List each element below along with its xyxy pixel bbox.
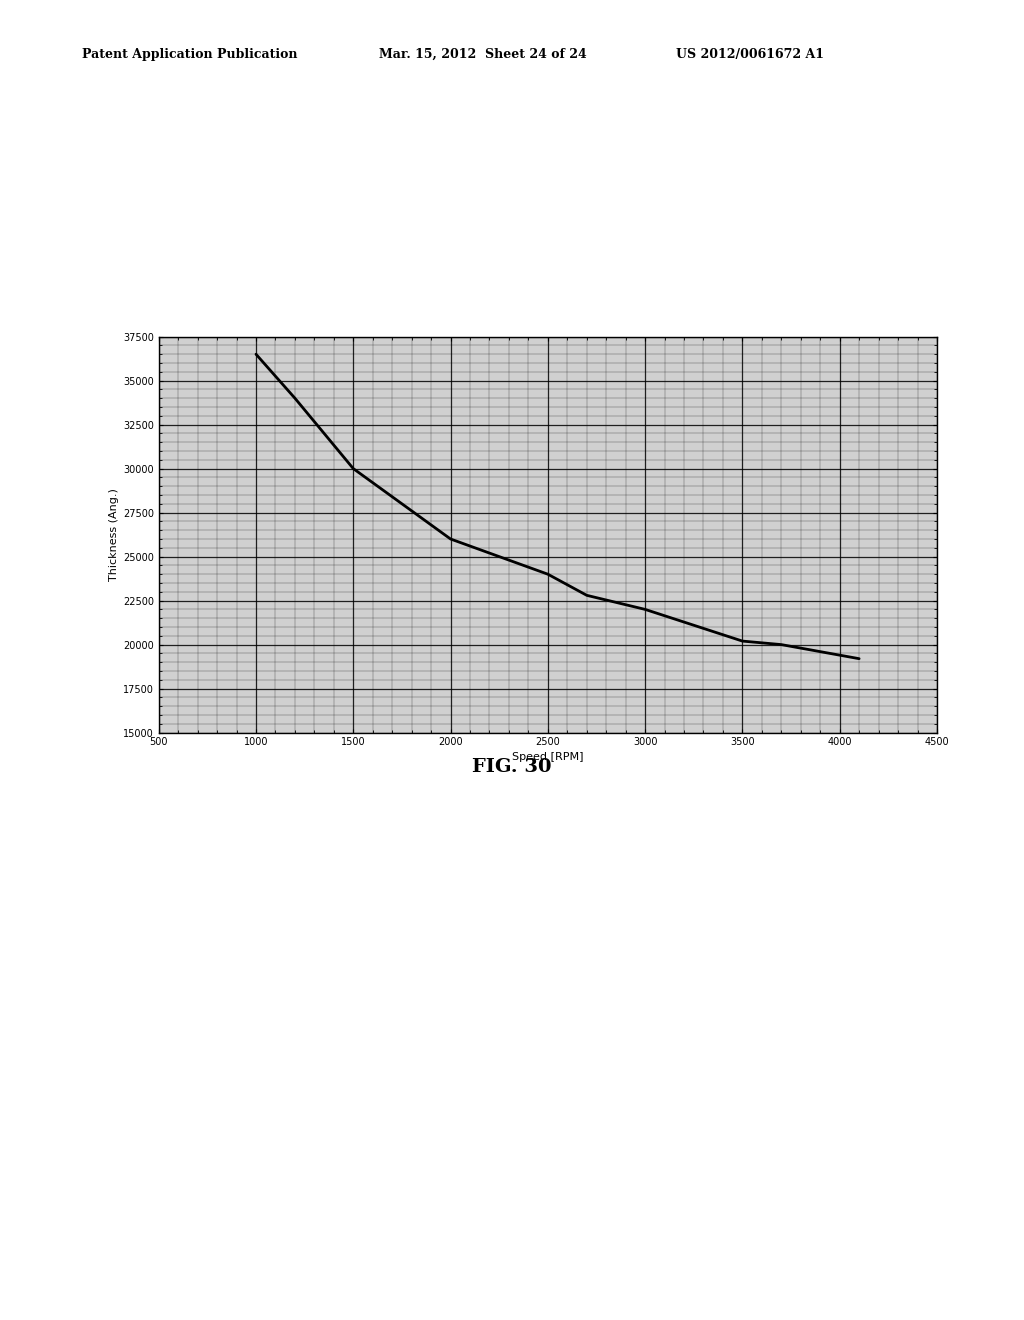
X-axis label: Speed [RPM]: Speed [RPM] [512, 751, 584, 762]
Text: US 2012/0061672 A1: US 2012/0061672 A1 [676, 48, 824, 61]
Text: Patent Application Publication: Patent Application Publication [82, 48, 297, 61]
Text: FIG. 30: FIG. 30 [472, 758, 552, 776]
Text: Mar. 15, 2012  Sheet 24 of 24: Mar. 15, 2012 Sheet 24 of 24 [379, 48, 587, 61]
Y-axis label: Thickness (Ang.): Thickness (Ang.) [109, 488, 119, 581]
